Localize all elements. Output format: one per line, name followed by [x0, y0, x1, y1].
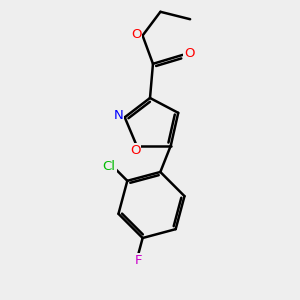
Text: Cl: Cl [103, 160, 116, 172]
Text: O: O [130, 144, 140, 158]
Text: O: O [184, 47, 194, 60]
Text: N: N [113, 109, 123, 122]
Text: O: O [131, 28, 141, 40]
Text: F: F [134, 254, 142, 267]
